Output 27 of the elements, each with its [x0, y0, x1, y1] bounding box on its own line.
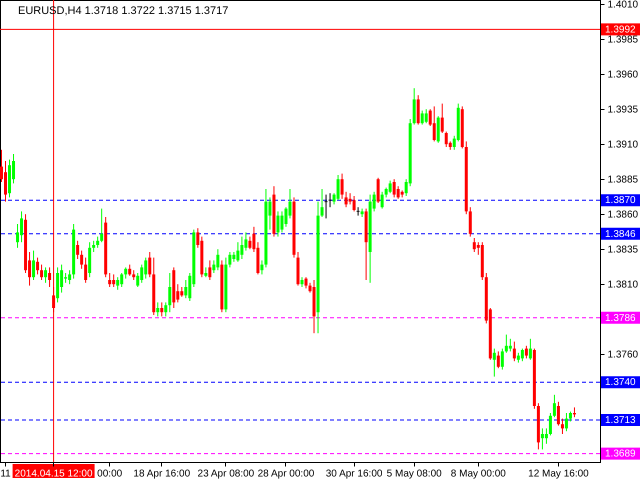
x-tick-label: 23 Apr 08:00: [198, 468, 255, 480]
y-tick-label: 1.3760: [608, 350, 639, 361]
y-tick-label: 1.3835: [608, 244, 639, 256]
y-tick-label: 1.3960: [608, 70, 639, 81]
ref-line-label: 1.3846: [605, 228, 636, 240]
x-tick-label: 5 May 08:00: [386, 468, 442, 480]
x-tick-label: 12 May 16:00: [528, 468, 590, 480]
ref-line-label: 1.3870: [605, 195, 636, 206]
y-tick-label: 1.3985: [608, 34, 639, 46]
y-tick-label: 1.3860: [608, 210, 639, 221]
ref-line-label: 1.3740: [605, 377, 636, 388]
ref-line-label: 1.3689: [605, 448, 636, 460]
x-tick-label: 18 Apr 16:00: [133, 468, 191, 480]
y-tick-label: 1.4010: [608, 0, 639, 11]
y-tick-label: 1.3910: [608, 140, 639, 151]
x-tick-label: 30 Apr 16:00: [326, 468, 383, 480]
y-tick-label: 1.3885: [608, 174, 639, 186]
x-tick-label: 11: [0, 468, 12, 480]
x-tick-label: 2014.04.15 12:00: [14, 468, 93, 480]
y-tick-label: 1.3935: [608, 104, 639, 116]
x-tick-label: 00:00: [97, 468, 123, 480]
ref-line-label: 1.3786: [605, 312, 636, 324]
x-tick-label: 8 May 00:00: [450, 468, 506, 480]
ref-line-label: 1.3992: [605, 24, 636, 36]
x-tick-label: 28 Apr 00:00: [258, 468, 315, 480]
y-tick-label: 1.3810: [608, 280, 639, 291]
ref-line-label: 1.3713: [605, 415, 636, 426]
